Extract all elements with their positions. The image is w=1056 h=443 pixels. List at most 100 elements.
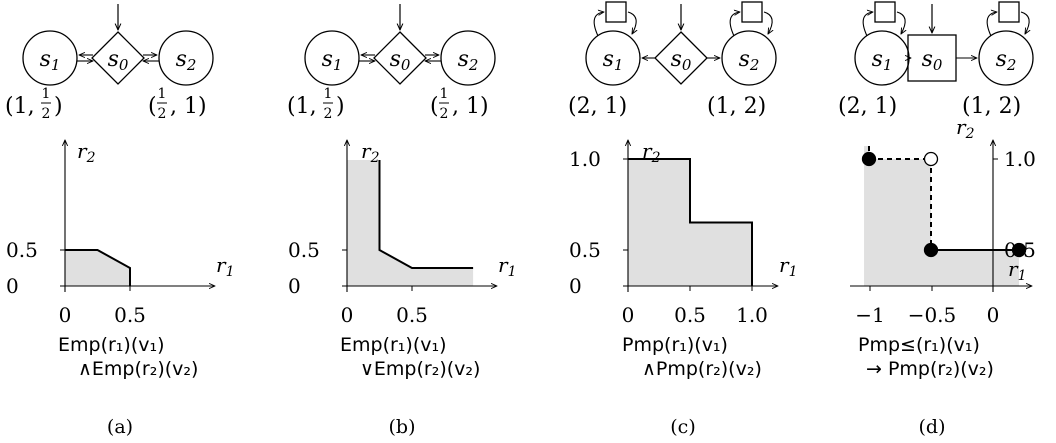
formula-line-1: Emp(r₁)(v₁) <box>58 334 165 356</box>
state-s0 <box>373 31 427 85</box>
x-tick-label: 0.5 <box>114 303 146 327</box>
svg-text:, 1): , 1) <box>170 94 207 119</box>
value-curve <box>861 146 1027 258</box>
state-s1-label: s1 <box>603 47 624 74</box>
loop-edge <box>896 11 905 34</box>
svg-text:1: 1 <box>324 86 333 102</box>
plot-b: r1 r2 0 0.5 0 0.5 <box>288 139 516 327</box>
x-axis-label: r1 <box>1008 257 1026 284</box>
state-s2-label: s2 <box>739 47 760 74</box>
closed-point <box>923 242 939 258</box>
state-s2-label: s2 <box>996 47 1017 74</box>
panel-d: s1 s0 s2 (2, 1) (1, 2) r1 r2 0.5 1.0 −1 … <box>838 1 1036 438</box>
state-s2-label: s2 <box>458 47 479 74</box>
y-axis-label: r2 <box>642 139 661 166</box>
self-loop-box-s2 <box>741 1 763 23</box>
svg-text:2: 2 <box>42 106 51 122</box>
right-value-label: (1, 2) <box>962 94 1021 119</box>
y-tick-label: 0 <box>288 274 301 298</box>
plot-c: r1 r2 0 0.5 1.0 0 0.5 1.0 <box>569 139 797 327</box>
state-s2 <box>158 30 214 86</box>
y-tick-label: 0.5 <box>1004 238 1036 262</box>
state-s2 <box>721 30 777 86</box>
right-value-label: ( <box>430 94 439 119</box>
x-tick-label: 0 <box>987 303 1000 327</box>
svg-text:2: 2 <box>440 106 449 122</box>
caption: (d) <box>919 416 946 438</box>
x-tick-label: −1 <box>855 303 884 327</box>
state-s1 <box>585 30 641 86</box>
formula-line-2: ∧Pmp(r₂)(v₂) <box>642 358 762 380</box>
y-tick-label: 1.0 <box>569 147 601 171</box>
pareto-curve <box>628 158 753 286</box>
svg-text:): ) <box>54 94 63 119</box>
state-s2 <box>440 30 496 86</box>
formula-line-1: Emp(r₁)(v₁) <box>340 334 447 356</box>
formula-line-1: Pmp(r₁)(v₁) <box>622 334 728 356</box>
panel-c: s1 s0 s2 (2, 1) (1, 2) r1 r2 0 0.5 1.0 0… <box>568 1 797 438</box>
right-value-fraction: 1 2 <box>439 86 449 122</box>
state-s2-label: s2 <box>176 47 197 74</box>
state-s0 <box>91 31 145 85</box>
game-graph-d: s1 s0 s2 <box>854 1 1034 86</box>
svg-text:1: 1 <box>440 86 449 102</box>
loop-edge <box>593 12 604 37</box>
left-value-label: (1, <box>287 94 317 119</box>
x-tick-label: 0.5 <box>396 303 428 327</box>
left-value-fraction: 1 2 <box>41 86 51 122</box>
x-axis-label: r1 <box>498 253 516 280</box>
loop-edge <box>1020 11 1029 34</box>
loop-edge <box>862 12 873 37</box>
feasible-region <box>864 146 1020 286</box>
left-value-label: (1, <box>5 94 35 119</box>
left-value-label: (2, 1) <box>838 94 897 119</box>
formula-line-1: Pmp≤(r₁)(v₁) <box>858 334 980 356</box>
self-loop-box-s1 <box>874 1 896 23</box>
y-tick-label: 0 <box>569 274 582 298</box>
caption: (b) <box>389 416 416 438</box>
x-tick-label: 0 <box>622 303 635 327</box>
svg-text:1: 1 <box>42 86 51 102</box>
game-graph-c: s1 s0 s2 <box>585 1 777 86</box>
left-value-label: (2, 1) <box>568 94 627 119</box>
self-loop-box-s1 <box>605 1 627 23</box>
x-axis-label: r1 <box>779 253 797 280</box>
y-axis-label: r2 <box>77 139 96 166</box>
caption: (a) <box>107 416 133 438</box>
loop-edge <box>729 12 740 37</box>
caption: (c) <box>670 416 695 438</box>
svg-text:): ) <box>336 94 345 119</box>
y-axis-label: r2 <box>361 139 380 166</box>
x-tick-label: −0.5 <box>908 303 957 327</box>
x-axis-label: r1 <box>216 253 234 280</box>
loop-edge <box>763 11 772 34</box>
plot-a: r1 r2 0 0.5 0 0.5 <box>6 139 234 327</box>
plot-d: r1 r2 0.5 1.0 −1 −0.5 0 <box>850 115 1036 327</box>
pareto-curve <box>65 249 131 286</box>
state-s1-label: s1 <box>322 47 343 74</box>
y-tick-label: 1.0 <box>1004 147 1036 171</box>
y-tick-label: 0.5 <box>288 238 320 262</box>
state-s1 <box>22 30 78 86</box>
closed-point <box>1011 242 1027 258</box>
feasible-region <box>65 250 130 286</box>
left-value-fraction: 1 2 <box>323 86 333 122</box>
loop-edge <box>627 11 636 34</box>
svg-text:1: 1 <box>158 86 167 102</box>
state-s0-label: s0 <box>671 47 692 74</box>
svg-text:2: 2 <box>324 106 333 122</box>
y-tick-label: 0 <box>6 274 19 298</box>
svg-text:, 1): , 1) <box>452 94 489 119</box>
game-graph-a: s1 s0 s2 <box>22 4 214 86</box>
state-s0 <box>654 31 708 85</box>
x-tick-label: 1.0 <box>736 303 768 327</box>
formula-line-2: → Pmp(r₂)(v₂) <box>866 358 994 380</box>
right-value-label: ( <box>148 94 157 119</box>
y-axis-label: r2 <box>956 115 975 142</box>
state-s1-label: s1 <box>872 47 893 74</box>
state-s2 <box>978 30 1034 86</box>
self-loop-box-s2 <box>998 1 1020 23</box>
game-graph-b: s1 s0 s2 <box>304 4 496 86</box>
x-tick-label: 0 <box>341 303 354 327</box>
loop-edge <box>986 12 997 37</box>
